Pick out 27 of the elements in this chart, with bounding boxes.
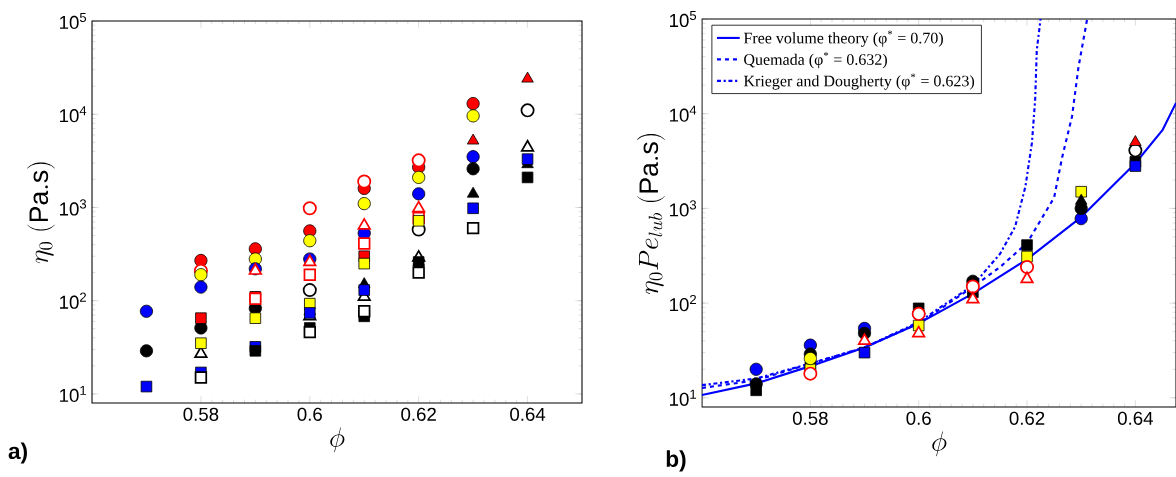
text: a) — [8, 442, 27, 464]
y-tick-label: 10$^{3}$ — [60, 199, 87, 216]
y-axis-title: $\eta_0\ \mathrm{(Pa.s)}$ — [27, 162, 55, 264]
x-tick-label: 0.58 — [183, 407, 219, 421]
y-tick-label: 10$^{3}$ — [670, 200, 697, 217]
x-tick-label: 0.58 — [792, 411, 828, 425]
legend-label: Krieger and Dougherty (φ$^{*}$ = 0.623) — [743, 73, 975, 90]
x-tick-label: 0.62 — [401, 407, 436, 421]
y-tick-label: 10$^{1}$ — [60, 385, 86, 403]
x-tick-label: 0.64 — [510, 407, 546, 421]
y-tick-label: 10$^{2}$ — [60, 292, 86, 309]
y-tick-label: 10$^{4}$ — [60, 106, 87, 123]
x-axis-title: $\phi$ — [330, 427, 345, 453]
y-tick-label: 10$^{5}$ — [60, 12, 87, 30]
y-axis-title: $\eta_0 Pe_{lub}\ \mathrm{(Pa.s)}$ — [637, 133, 665, 294]
text: b) — [666, 450, 686, 472]
legend-label: Free volume theory (φ$^{*}$ = 0.70) — [743, 30, 943, 47]
x-tick-label: 0.6 — [297, 407, 322, 421]
x-tick-label: 0.6 — [906, 411, 931, 425]
y-tick-label: 10$^{1}$ — [670, 389, 696, 406]
x-tick-label: 0.62 — [1009, 411, 1045, 425]
legend-label: Quemada (φ$^{*}$ = 0.632) — [744, 52, 887, 69]
y-tick-label: 10$^{4}$ — [670, 105, 697, 122]
x-tick-label: 0.64 — [1117, 411, 1153, 425]
y-tick-label: 10$^{2}$ — [670, 294, 696, 312]
x-axis-title: $\phi$ — [932, 431, 947, 457]
y-tick-label: 10$^{5}$ — [670, 10, 697, 28]
